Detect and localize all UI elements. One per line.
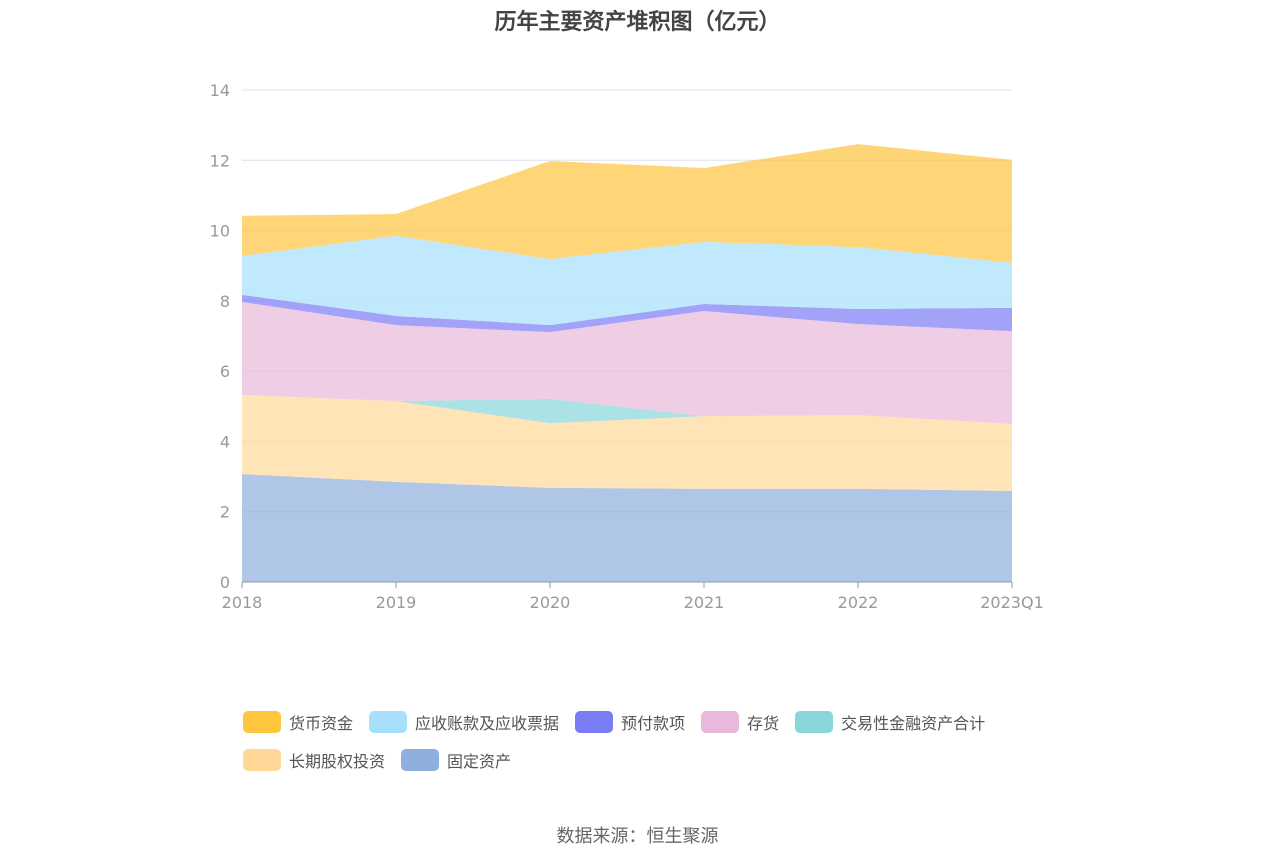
legend-item[interactable]: 长期股权投资 [243, 748, 385, 772]
legend-row: 长期股权投资 固定资产 [243, 748, 1063, 772]
legend-item[interactable]: 货币资金 [243, 710, 353, 734]
legend-label: 货币资金 [289, 714, 354, 733]
y-tick-label: 4 [220, 432, 230, 451]
area-series-3 [242, 301, 1012, 424]
x-tick-label: 2019 [376, 593, 417, 612]
legend-swatch [243, 749, 281, 771]
area-series-6 [242, 144, 1012, 263]
stacked-area-chart: 0 2 4 6 8 10 12 14 2018 2019 2020 2021 2022 2023Q1 [210, 81, 1044, 612]
area-series-2 [242, 395, 1012, 424]
y-tick-label: 12 [210, 151, 230, 170]
legend-row: 货币资金 应收账款及应收票据 预付款项 存货 交易性金融资产合计 [243, 710, 1063, 734]
data-source: 数据来源：恒生聚源 [556, 826, 719, 847]
legend-item[interactable]: 预付款项 [575, 710, 685, 734]
legend-label: 固定资产 [447, 752, 512, 771]
x-tick-label: 2023Q1 [980, 593, 1044, 612]
legend-label: 应收账款及应收票据 [415, 714, 560, 733]
area-series-0 [242, 474, 1012, 582]
x-tick-label: 2021 [684, 593, 725, 612]
area-series-1 [242, 395, 1012, 491]
legend-label: 长期股权投资 [289, 752, 386, 771]
legend-label: 交易性金融资产合计 [841, 714, 986, 733]
x-tick-label: 2020 [530, 593, 571, 612]
y-tick-label: 10 [210, 222, 230, 241]
legend-swatch [369, 711, 408, 733]
y-tick-label: 2 [220, 503, 230, 522]
legend-label: 存货 [747, 714, 780, 733]
chart-title: 历年主要资产堆积图（亿元） [494, 10, 781, 35]
area-series-4 [242, 294, 1012, 333]
area-series-5 [242, 235, 1012, 326]
legend-swatch [795, 711, 834, 733]
legend-label: 预付款项 [621, 714, 686, 733]
legend-item[interactable]: 交易性金融资产合计 [795, 710, 985, 734]
legend: 货币资金 应收账款及应收票据 预付款项 存货 交易性金融资产合计长期股权投资 固定资产 [243, 710, 1063, 786]
y-tick-label: 14 [210, 81, 230, 100]
legend-item[interactable]: 应收账款及应收票据 [369, 710, 559, 734]
legend-swatch [401, 749, 440, 771]
legend-item[interactable]: 存货 [701, 710, 779, 734]
y-tick-label: 8 [220, 292, 230, 311]
legend-swatch [575, 711, 614, 733]
legend-item[interactable]: 固定资产 [401, 748, 511, 772]
x-tick-label: 2022 [838, 593, 879, 612]
legend-swatch [701, 711, 740, 733]
x-tick-label: 2018 [222, 593, 263, 612]
y-tick-label: 6 [220, 362, 230, 381]
y-tick-label: 0 [220, 573, 230, 592]
legend-swatch [243, 711, 281, 733]
